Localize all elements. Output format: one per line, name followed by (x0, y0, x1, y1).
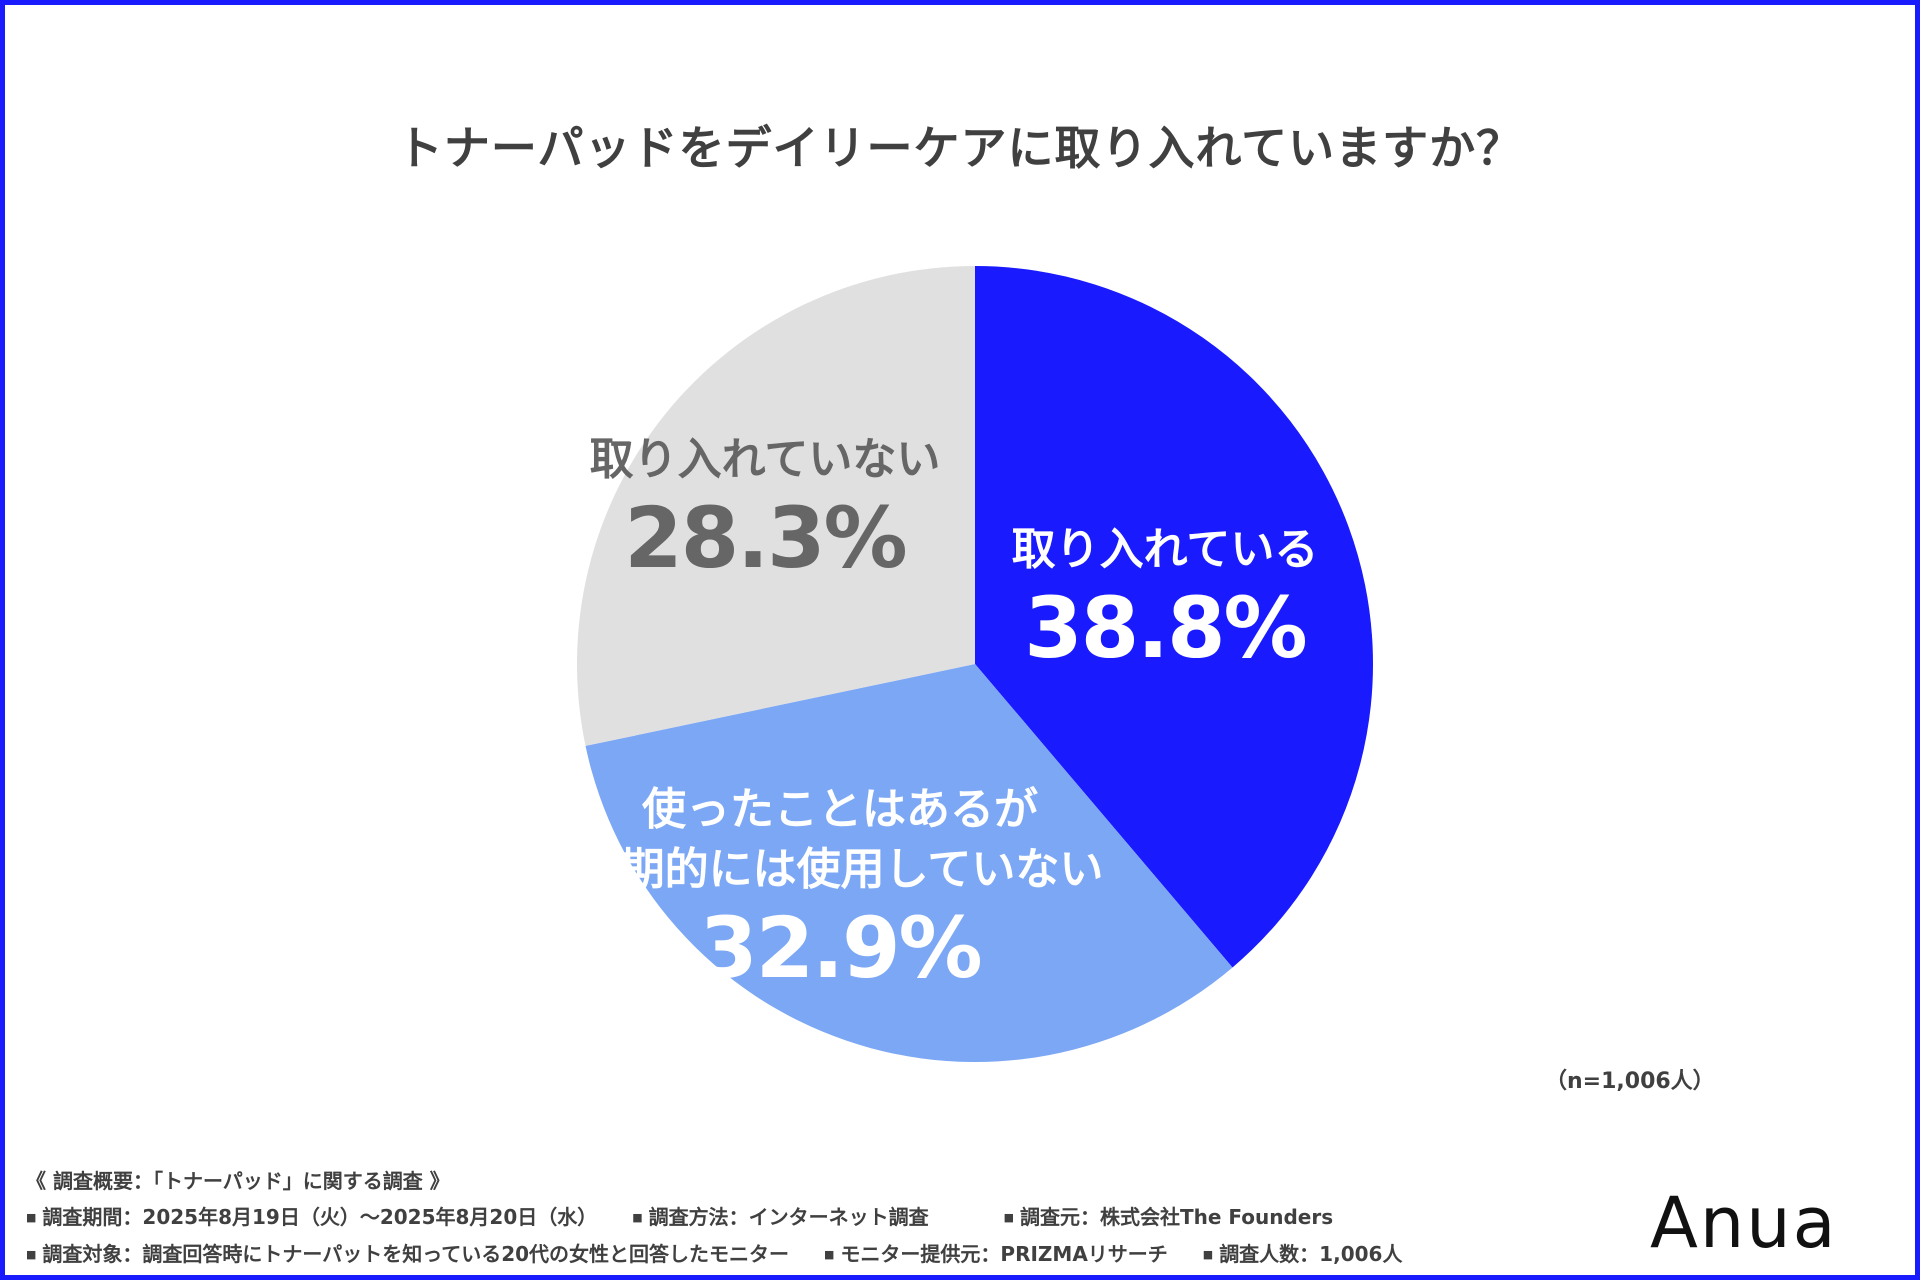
pie-slice-adopted (975, 266, 1374, 968)
respondent-count-text: 調査人数：1,006人 (1219, 1242, 1403, 1266)
survey-target-text: 調査対象：調査回答時にトナーパットを知っている20代の女性と回答したモニター (42, 1242, 790, 1266)
square-bullet-icon: ■ (26, 1248, 37, 1261)
survey-source-text: 調査元：株式会社The Founders (1019, 1205, 1334, 1229)
slice-label-not-adopted: 取り入れていない 28.3% (540, 430, 990, 586)
slice-name-not-adopted: 取り入れていない (589, 434, 941, 485)
monitor-provider: ■ モニター提供元：PRIZMAリサーチ (824, 1236, 1168, 1273)
square-bullet-icon: ■ (632, 1211, 643, 1224)
survey-summary-row-2: ■ 調査対象：調査回答時にトナーパットを知っている20代の女性と回答したモニター … (26, 1236, 1430, 1273)
survey-target: ■ 調査対象：調査回答時にトナーパットを知っている20代の女性と回答したモニター (26, 1236, 789, 1273)
slice-value-used: 32.9% (699, 899, 982, 997)
square-bullet-icon: ■ (26, 1211, 37, 1224)
survey-summary-heading: 《 調査概要：「トナーパッド」に関する調査 》 (26, 1169, 450, 1193)
square-bullet-icon: ■ (1202, 1248, 1214, 1261)
survey-method: ■ 調査方法：インターネット調査 (632, 1199, 928, 1236)
slice-value-adopted: 38.8% (1024, 579, 1307, 677)
slice-name-used-line1: 使ったことはあるが (642, 784, 1038, 835)
respondent-count: ■ 調査人数：1,006人 (1203, 1236, 1403, 1273)
survey-period: ■ 調査期間：2025年8月19日（火）～2025年8月20日（水） (26, 1199, 597, 1236)
survey-summary-row-1: ■ 調査期間：2025年8月19日（火）～2025年8月20日（水） ■ 調査方法：… (26, 1199, 1430, 1236)
slice-name-adopted: 取り入れている (1011, 524, 1319, 575)
sample-size-note: （n=1,006人） (1545, 1069, 1715, 1094)
square-bullet-icon: ■ (824, 1248, 835, 1261)
slice-label-adopted: 取り入れている 38.8% (940, 520, 1390, 676)
monitor-provider-text: モニター提供元：PRIZMAリサーチ (840, 1242, 1168, 1266)
square-bullet-icon: ■ (1003, 1211, 1014, 1224)
pie-slice-used-not-regular (585, 664, 1233, 1063)
survey-source: ■ 調査元：株式会社The Founders (1004, 1199, 1334, 1236)
chart-title: トナーパッドをデイリーケアに取り入れていますか？ (396, 121, 1524, 175)
survey-summary: 《 調査概要：「トナーパッド」に関する調査 》 ■ 調査期間：2025年8月19日… (26, 1163, 1430, 1273)
pie-slice-not-adopted (576, 266, 975, 746)
survey-period-text: 調査期間：2025年8月19日（火）～2025年8月20日（水） (42, 1205, 598, 1229)
survey-method-text: 調査方法：インターネット調査 (648, 1205, 929, 1229)
slice-label-used-not-regular: 使ったことはあるが 定期的には使用していない 32.9% (520, 780, 1160, 996)
brand-logo: Anua (1650, 1182, 1838, 1264)
slice-value-not-adopted: 28.3% (624, 489, 907, 587)
slice-name-used-line2: 定期的には使用していない (576, 844, 1104, 895)
